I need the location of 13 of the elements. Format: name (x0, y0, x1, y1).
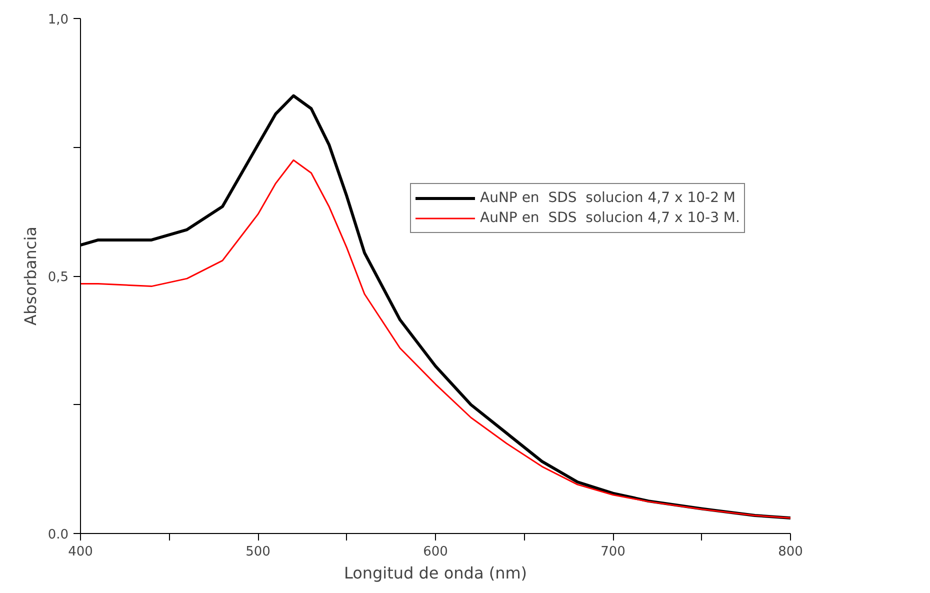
y-tick-label: 0.0 (48, 528, 69, 542)
legend-label: AuNP en SDS solucion 4,7 x 10-2 M (480, 190, 736, 206)
legend-label: AuNP en SDS solucion 4,7 x 10-3 M. (480, 210, 740, 226)
y-tick-label: 0,5 (48, 270, 69, 285)
x-axis-title: Longitud de onda (nm) (344, 564, 528, 582)
line-series (80, 159, 790, 519)
y-tick-label: 1,0 (48, 12, 69, 28)
x-tick-label: 800 (778, 544, 803, 560)
x-tick-label: 500 (246, 544, 270, 560)
x-tick-label: 400 (68, 544, 93, 560)
y-axis-title: Absorbancia (20, 226, 40, 326)
x-tick-label: 700 (600, 544, 626, 560)
x-tick-label: 600 (423, 544, 448, 560)
